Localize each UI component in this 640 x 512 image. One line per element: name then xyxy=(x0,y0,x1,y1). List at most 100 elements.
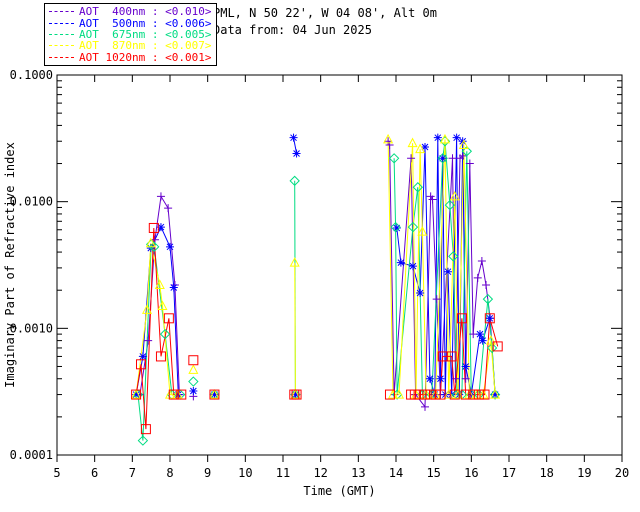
marker-plus xyxy=(144,336,153,345)
marker-diamond xyxy=(148,241,160,253)
legend-label-500nm: AOT 500nm : <0.006> xyxy=(79,16,212,30)
series-line-870nm xyxy=(294,262,296,395)
marker-triangle xyxy=(141,304,153,314)
marker-asterisk xyxy=(138,352,147,361)
marker-square xyxy=(176,389,187,400)
marker-triangle xyxy=(164,388,176,399)
marker-diamond xyxy=(448,251,459,262)
marker-plus xyxy=(156,192,165,201)
legend-label-1020nm: AOT 1020nm : <0.001> xyxy=(79,50,212,64)
marker-triangle xyxy=(387,388,399,399)
marker-square xyxy=(492,341,503,352)
marker-asterisk xyxy=(291,390,300,399)
marker-asterisk xyxy=(458,137,467,146)
marker-asterisk xyxy=(169,283,178,292)
marker-asterisk xyxy=(433,133,442,142)
marker-asterisk xyxy=(166,242,174,251)
x-tick-label: 6 xyxy=(91,466,98,480)
marker-asterisk xyxy=(132,390,141,399)
marker-square xyxy=(384,389,395,400)
marker-square xyxy=(209,389,220,400)
marker-asterisk xyxy=(475,330,484,339)
x-axis-label: Time (GMT) xyxy=(303,484,375,498)
marker-triangle xyxy=(417,226,428,236)
marker-asterisk xyxy=(292,149,301,158)
marker-asterisk xyxy=(289,133,298,142)
x-tick-label: 12 xyxy=(313,466,327,480)
marker-plus xyxy=(432,295,441,304)
marker-asterisk xyxy=(491,390,500,399)
marker-plus xyxy=(451,374,460,383)
marker-square xyxy=(473,389,484,400)
marker-asterisk xyxy=(461,362,470,371)
legend-item-1020nm: AOT 1020nm : <0.001> xyxy=(49,50,212,64)
marker-triangle xyxy=(407,137,418,148)
marker-diamond xyxy=(388,153,400,164)
series-line-1020nm xyxy=(135,227,182,430)
marker-triangle xyxy=(157,300,168,311)
marker-square xyxy=(413,389,424,400)
legend-item-500nm: AOT 500nm : <0.006> xyxy=(49,16,212,30)
marker-square xyxy=(420,389,431,400)
plot-border xyxy=(56,74,623,456)
legend: AOT 400nm : <0.010> AOT 500nm : <0.006> … xyxy=(44,3,218,66)
marker-diamond xyxy=(159,328,171,340)
marker-diamond xyxy=(489,389,501,400)
marker-plus xyxy=(469,330,478,339)
marker-asterisk xyxy=(396,258,405,267)
marker-triangle xyxy=(172,388,183,399)
marker-plus xyxy=(461,374,470,383)
dashed-line-swatch-675nm xyxy=(49,33,74,35)
series-line-870nm xyxy=(135,243,178,396)
legend-item-675nm: AOT 675nm : <0.005> xyxy=(49,28,211,41)
x-tick-label: 9 xyxy=(204,466,211,480)
x-tick-label: 14 xyxy=(389,466,403,480)
marker-square xyxy=(148,222,159,233)
marker-plus xyxy=(164,204,173,213)
marker-plus xyxy=(465,159,474,168)
marker-triangle xyxy=(458,139,469,150)
marker-triangle xyxy=(154,279,165,289)
x-tick-label: 17 xyxy=(502,466,516,480)
marker-diamond xyxy=(486,342,498,354)
x-tick-label: 15 xyxy=(426,466,440,480)
marker-square xyxy=(135,359,146,370)
marker-triangle xyxy=(209,388,220,399)
marker-triangle xyxy=(485,335,496,345)
marker-triangle xyxy=(443,388,454,399)
data-date-text: Data from: 04 Jun 2025 xyxy=(213,23,372,37)
marker-square xyxy=(449,389,460,400)
marker-triangle xyxy=(453,388,464,399)
marker-asterisk xyxy=(421,143,430,152)
marker-triangle xyxy=(131,388,142,399)
x-tick-label: 10 xyxy=(238,466,252,480)
legend-item-400nm: AOT 400nm : <0.010> xyxy=(49,5,211,18)
x-tick-label: 13 xyxy=(351,466,365,480)
marker-diamond xyxy=(444,199,456,211)
marker-asterisk xyxy=(443,267,452,276)
marker-plus xyxy=(459,151,468,160)
marker-triangle xyxy=(490,388,501,399)
dashed-line-swatch-1020nm xyxy=(49,56,74,58)
x-tick-label: 5 xyxy=(53,466,60,480)
y-tick-label: 0.0100 xyxy=(10,195,53,209)
x-tick-label: 7 xyxy=(129,466,136,480)
marker-square xyxy=(168,389,179,400)
marker-diamond xyxy=(137,435,149,446)
marker-asterisk xyxy=(210,390,219,399)
x-tick-label: 8 xyxy=(166,466,173,480)
marker-asterisk xyxy=(392,223,401,232)
marker-asterisk xyxy=(408,262,417,271)
marker-asterisk xyxy=(438,154,447,163)
marker-square xyxy=(435,389,446,400)
marker-triangle xyxy=(471,388,483,399)
y-tick-label: 0.0010 xyxy=(10,321,53,335)
dashed-line-swatch-400nm xyxy=(49,11,74,13)
y-tick-label: 0.1000 xyxy=(10,68,53,82)
x-tick-label: 20 xyxy=(615,466,629,480)
marker-triangle xyxy=(449,190,460,201)
marker-square xyxy=(291,389,302,400)
marker-square xyxy=(479,389,490,400)
marker-square xyxy=(446,351,457,362)
